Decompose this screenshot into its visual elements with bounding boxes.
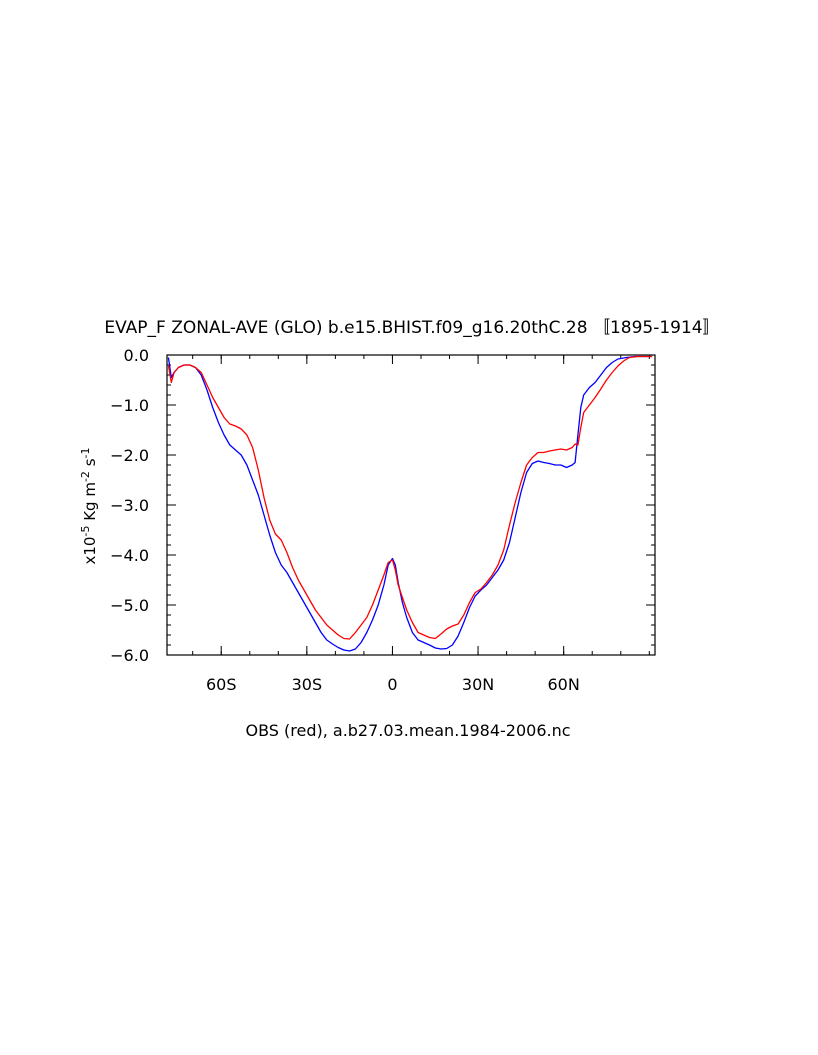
y-axis-label-prefix: x10 [81,537,99,565]
plot-area: 0.0 −1.0 −2.0 −3.0 −4.0 −5.0 −6.0 60S 30S 0 30N 60N [110,346,656,694]
y-axis-label-exponent-3: -1 [79,448,92,459]
y-axis-label: x10-5 Kg m-2 s-1 [79,448,99,565]
y-axis-label-units-tail: s [81,458,99,471]
y-tick-label: −5.0 [110,596,149,615]
y-tick-label: −2.0 [110,446,149,465]
y-tick-label: −1.0 [110,396,149,415]
x-tick-label: 0 [387,675,397,694]
y-tick-label: −3.0 [110,496,149,515]
x-tick-label: 60S [206,675,237,694]
y-axis-label-exponent: -5 [79,526,92,537]
x-tick-label: 60N [548,675,580,694]
chart-title: EVAP_F ZONAL-AVE (GLO) b.e15.BHIST.f09_g… [104,318,719,338]
series-line-model-blue [167,355,653,652]
x-axis-label: OBS (red), a.b27.03.mean.1984-2006.nc [245,721,570,740]
plot-frame [166,354,656,656]
y-tick-label: −4.0 [110,546,149,565]
x-tick-label: 30S [292,675,323,694]
x-tick-label: 30N [462,675,494,694]
y-tick-label: −6.0 [110,646,149,665]
y-axis-label-units: Kg m [81,482,99,526]
series-line-obs-red [167,355,653,640]
y-axis-label-exponent-2: -2 [79,471,92,482]
y-tick-label: 0.0 [124,346,149,365]
